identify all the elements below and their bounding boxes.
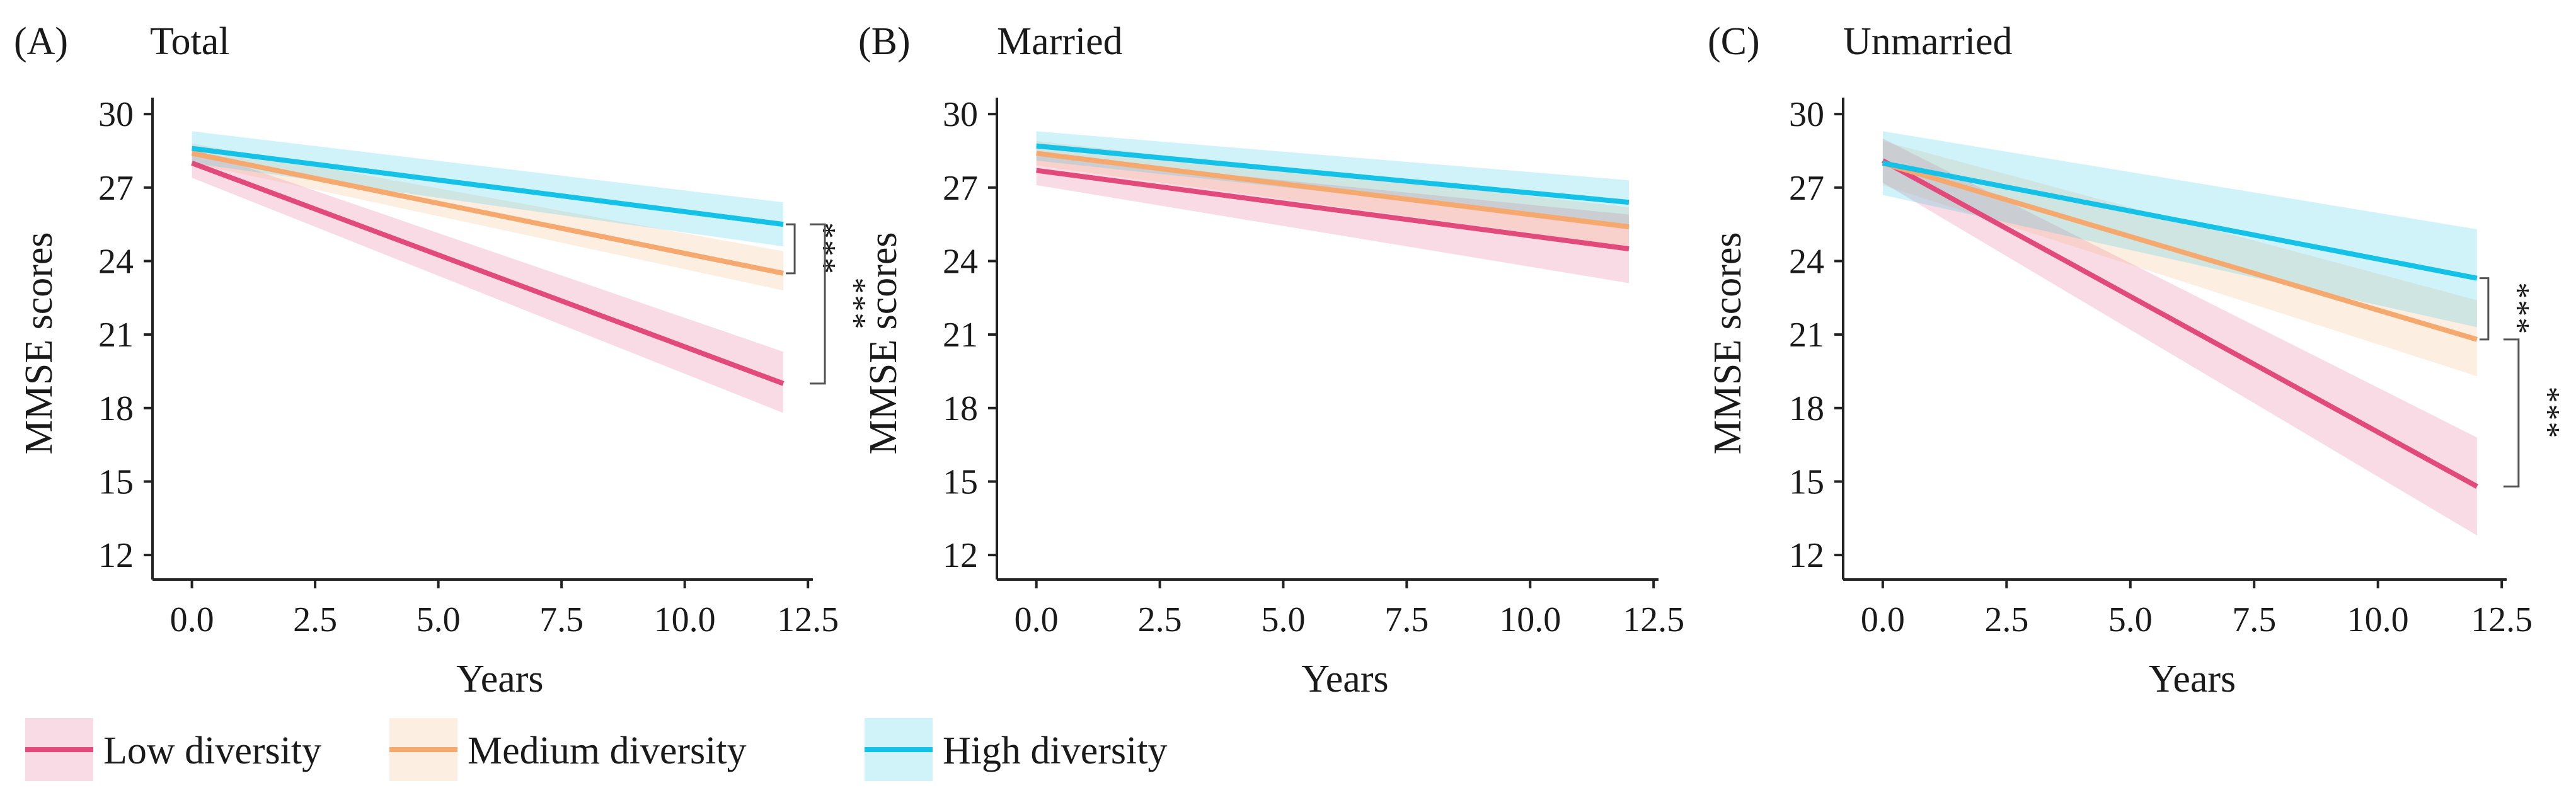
panel-total: (A) Total 12 15 18 21 24 27 30 0.0 2.5 5.0 7.5 10.0 12… — [14, 20, 872, 700]
panel-title: Unmarried — [1843, 20, 2013, 63]
y-tick-label: 15 — [943, 462, 978, 501]
y-tick-label: 12 — [98, 536, 134, 575]
panel-letter: (C) — [1708, 20, 1760, 63]
series-line-low — [1036, 168, 1630, 251]
series-line-low — [191, 161, 785, 386]
legend-label: Medium diversity — [468, 729, 747, 772]
x-tick-label: 10.0 — [1499, 600, 1561, 639]
y-tick-label: 18 — [98, 389, 134, 428]
y-axis-title: MMSE scores — [1706, 232, 1749, 454]
significance-bracket — [786, 223, 796, 275]
y-tick-label: 27 — [98, 169, 134, 208]
x-axis-title: Years — [1301, 658, 1388, 700]
y-tick-label: 30 — [943, 95, 978, 134]
x-tick-label: 10.0 — [2347, 600, 2409, 639]
legend-item-low: Low diversity — [25, 718, 321, 781]
y-axis-title: MMSE scores — [18, 232, 60, 454]
y-tick-label: 30 — [98, 95, 134, 134]
ci-band-low — [192, 148, 784, 413]
series-line-medium — [191, 151, 784, 276]
legend-label: Low diversity — [103, 729, 321, 772]
x-tick-label: 0.0 — [1861, 600, 1905, 639]
legend: Low diversity Medium diversity High divers… — [25, 718, 1167, 781]
series-line-medium — [1036, 151, 1630, 229]
ci-band-high — [1036, 131, 1629, 225]
x-axis-title: Years — [456, 658, 543, 700]
x-tick-label: 0.0 — [170, 600, 214, 639]
legend-item-medium: Medium diversity — [389, 718, 747, 781]
x-tick-label: 0.0 — [1015, 600, 1059, 639]
significance-bracket — [810, 223, 826, 385]
y-tick-label: 21 — [943, 316, 978, 355]
significance-bracket — [2479, 277, 2490, 341]
series-line-high — [192, 146, 784, 227]
series-line-high — [1036, 143, 1630, 205]
ci-band-medium — [1882, 140, 2477, 377]
y-tick-label: 27 — [943, 169, 978, 208]
y-tick-label: 27 — [1789, 169, 1824, 208]
series-line-medium — [1882, 161, 2478, 342]
x-tick-label: 5.0 — [2108, 600, 2153, 639]
panel-title: Total — [150, 20, 230, 63]
ci-band-low — [1882, 139, 2477, 535]
x-tick-label: 7.5 — [2232, 600, 2276, 639]
significance-bracket — [2503, 338, 2520, 488]
ci-band-medium — [1036, 140, 1629, 247]
legend-item-high: High diversity — [865, 718, 1167, 781]
y-tick-label: 24 — [98, 242, 134, 281]
x-tick-label: 2.5 — [293, 600, 337, 639]
y-tick-label: 24 — [943, 242, 978, 281]
significance-label: *** — [2530, 387, 2566, 440]
x-tick-label: 12.5 — [1623, 600, 1684, 639]
x-tick-label: 5.0 — [417, 600, 461, 639]
ci-band-medium — [192, 143, 784, 291]
significance-label: *** — [836, 278, 872, 331]
y-tick-label: 15 — [98, 462, 134, 501]
ci-band-high — [1882, 131, 2477, 328]
panel-letter: (B) — [858, 20, 911, 63]
series-line-high — [1882, 160, 2478, 281]
y-tick-label: 21 — [1789, 316, 1824, 355]
significance-label: *** — [2500, 282, 2536, 335]
x-tick-label: 2.5 — [1138, 600, 1182, 639]
y-tick-label: 21 — [98, 316, 134, 355]
panel-married: (B) Married 12 15 18 21 24 27 30 0.0 2.5 5.0 7.5 10.0… — [858, 20, 1684, 700]
x-tick-label: 7.5 — [539, 600, 584, 639]
panel-unmarried: (C) Unmarried 12 15 18 21 24 27 30 0.0 2.5 5.0 7.5 10… — [1706, 20, 2566, 700]
x-tick-label: 10.0 — [654, 600, 716, 639]
y-tick-label: 12 — [1789, 536, 1824, 575]
y-tick-label: 18 — [1789, 389, 1824, 428]
legend-label: High diversity — [943, 729, 1167, 772]
y-tick-label: 18 — [943, 389, 978, 428]
y-tick-label: 15 — [1789, 462, 1824, 501]
y-axis-title: MMSE scores — [862, 232, 905, 454]
x-tick-label: 5.0 — [1261, 600, 1305, 639]
y-tick-label: 24 — [1789, 242, 1824, 281]
panel-letter: (A) — [14, 20, 68, 63]
y-tick-label: 30 — [1789, 95, 1824, 134]
y-tick-label: 12 — [943, 536, 978, 575]
x-tick-label: 12.5 — [2471, 600, 2533, 639]
panel-title: Married — [997, 20, 1123, 63]
series-line-low — [1881, 158, 2478, 489]
x-axis-title: Years — [2149, 658, 2236, 700]
x-tick-label: 7.5 — [1384, 600, 1429, 639]
x-tick-label: 2.5 — [1984, 600, 2028, 639]
x-tick-label: 12.5 — [777, 600, 839, 639]
